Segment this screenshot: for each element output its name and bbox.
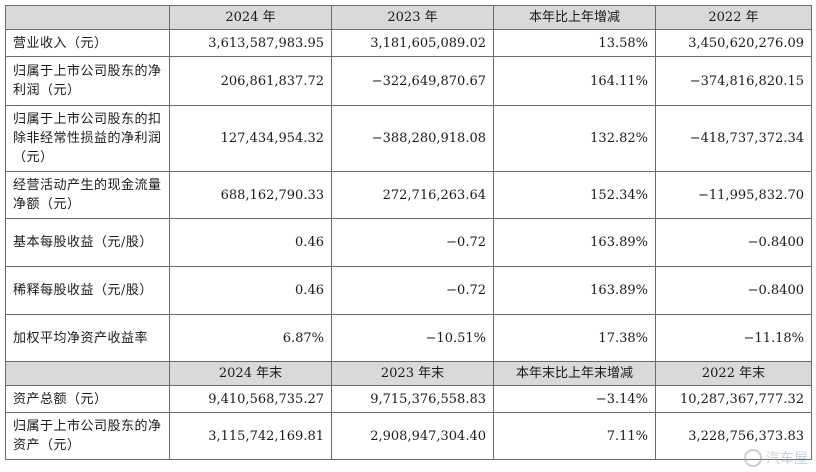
value-cell: −388,280,918.08 (331, 105, 494, 172)
row-label: 归属于上市公司股东的净资产（元） (5, 412, 170, 460)
value-cell: −10.51% (331, 314, 494, 362)
value-cell: 10,287,367,777.32 (655, 385, 812, 413)
header-cell: 本年比上年增减 (493, 5, 656, 30)
table-row: 基本每股收益（元/股） 0.46 −0.72 163.89% −0.8400 (5, 218, 812, 267)
value-cell: 164.11% (493, 56, 656, 106)
header-cell: 2024 年末 (169, 361, 332, 386)
header-cell: 2024 年 (169, 5, 332, 30)
value-cell: −0.72 (331, 266, 494, 315)
value-cell: 9,410,568,735.27 (169, 385, 332, 413)
header-cell: 2023 年 (331, 5, 494, 30)
value-cell: 132.82% (493, 105, 656, 172)
value-cell: 127,434,954.32 (169, 105, 332, 172)
header-row-year-end: 2024 年末 2023 年末 本年末比上年末增减 2022 年末 (5, 361, 812, 386)
value-cell: −0.8400 (655, 218, 812, 267)
row-label: 经营活动产生的现金流量净额（元） (5, 171, 170, 219)
value-cell: 17.38% (493, 314, 656, 362)
value-cell: 163.89% (493, 266, 656, 315)
value-cell: −0.8400 (655, 266, 812, 315)
table-row: 归属于上市公司股东的净资产（元） 3,115,742,169.81 2,908,… (5, 412, 812, 460)
value-cell: 206,861,837.72 (169, 56, 332, 106)
table-row: 稀释每股收益（元/股） 0.46 −0.72 163.89% −0.8400 (5, 266, 812, 315)
value-cell: 3,228,756,373.83 (655, 412, 812, 460)
value-cell: 152.34% (493, 171, 656, 219)
value-cell: 0.46 (169, 266, 332, 315)
row-label: 加权平均净资产收益率 (5, 314, 170, 362)
value-cell: 3,613,587,983.95 (169, 29, 332, 57)
header-cell: 2022 年末 (655, 361, 812, 386)
value-cell: −374,816,820.15 (655, 56, 812, 106)
value-cell: 3,181,605,089.02 (331, 29, 494, 57)
header-cell (5, 5, 170, 30)
value-cell: −322,649,870.67 (331, 56, 494, 106)
value-cell: 272,716,263.64 (331, 171, 494, 219)
header-cell: 本年末比上年末增减 (493, 361, 656, 386)
table-row: 经营活动产生的现金流量净额（元） 688,162,790.33 272,716,… (5, 171, 812, 219)
table-row: 资产总额（元） 9,410,568,735.27 9,715,376,558.8… (5, 385, 812, 413)
header-cell (5, 361, 170, 386)
row-label: 营业收入（元） (5, 29, 170, 57)
value-cell: 163.89% (493, 218, 656, 267)
header-row-annual: 2024 年 2023 年 本年比上年增减 2022 年 (5, 5, 812, 30)
table-row: 营业收入（元） 3,613,587,983.95 3,181,605,089.0… (5, 29, 812, 57)
row-label: 基本每股收益（元/股） (5, 218, 170, 267)
row-label: 资产总额（元） (5, 385, 170, 413)
value-cell: −11.18% (655, 314, 812, 362)
row-label: 归属于上市公司股东的扣除非经常性损益的净利润（元） (5, 105, 170, 172)
row-label: 归属于上市公司股东的净利润（元） (5, 56, 170, 106)
table-row: 归属于上市公司股东的净利润（元） 206,861,837.72 −322,649… (5, 56, 812, 106)
value-cell: 3,450,620,276.09 (655, 29, 812, 57)
value-cell: −418,737,372.34 (655, 105, 812, 172)
value-cell: −11,995,832.70 (655, 171, 812, 219)
value-cell: 13.58% (493, 29, 656, 57)
table-row: 归属于上市公司股东的扣除非经常性损益的净利润（元） 127,434,954.32… (5, 105, 812, 172)
financial-summary-table: 2024 年 2023 年 本年比上年增减 2022 年 营业收入（元） 3,6… (5, 5, 812, 460)
value-cell: −0.72 (331, 218, 494, 267)
value-cell: 7.11% (493, 412, 656, 460)
value-cell: 0.46 (169, 218, 332, 267)
table-row: 加权平均净资产收益率 6.87% −10.51% 17.38% −11.18% (5, 314, 812, 362)
value-cell: −3.14% (493, 385, 656, 413)
header-cell: 2022 年 (655, 5, 812, 30)
row-label: 稀释每股收益（元/股） (5, 266, 170, 315)
value-cell: 6.87% (169, 314, 332, 362)
header-cell: 2023 年末 (331, 361, 494, 386)
value-cell: 9,715,376,558.83 (331, 385, 494, 413)
value-cell: 688,162,790.33 (169, 171, 332, 219)
value-cell: 3,115,742,169.81 (169, 412, 332, 460)
value-cell: 2,908,947,304.40 (331, 412, 494, 460)
